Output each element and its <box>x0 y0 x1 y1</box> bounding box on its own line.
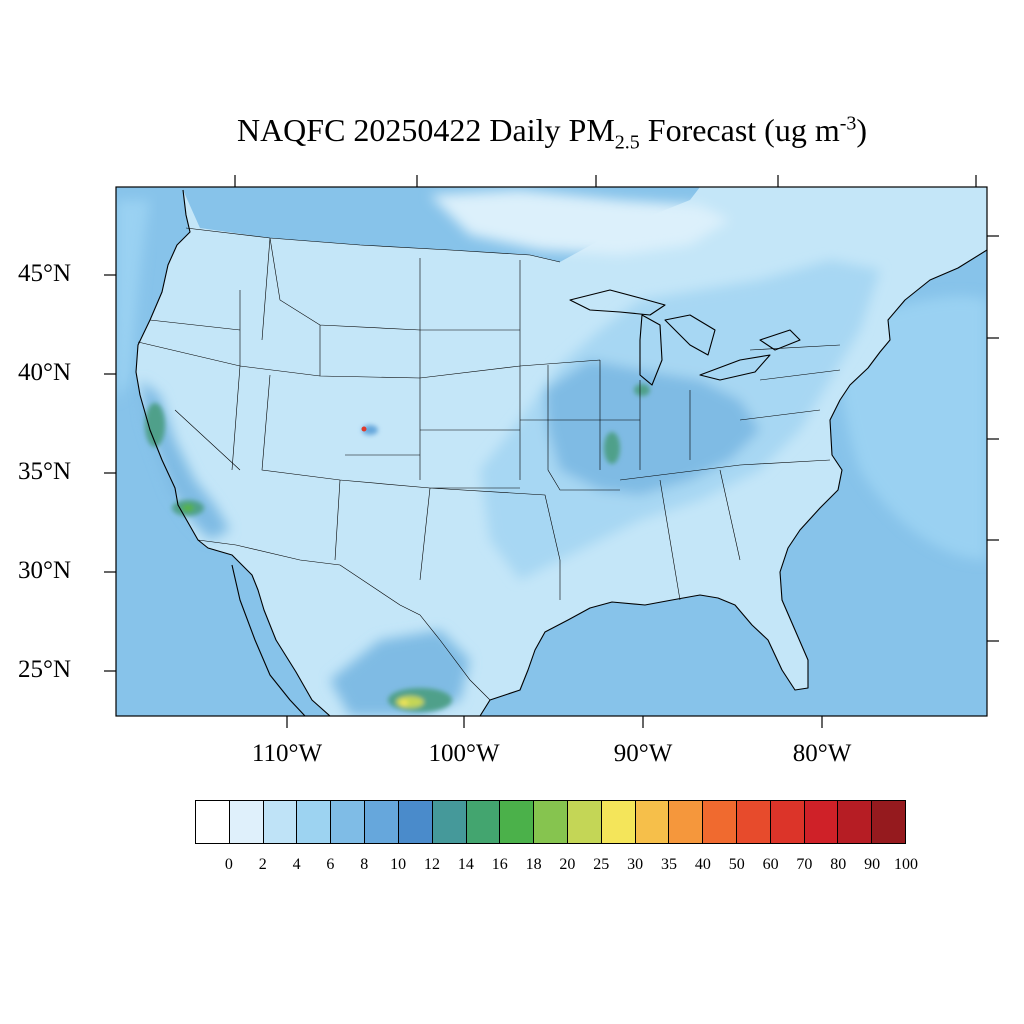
hotspots <box>145 384 650 712</box>
coastline <box>135 189 987 716</box>
lon-label-90w: 90°W <box>613 740 673 767</box>
colorbar-swatch <box>331 801 366 843</box>
colorbar-tick-label: 35 <box>661 856 677 873</box>
colorbar-tick-label: 2 <box>258 856 267 873</box>
state-lines <box>137 237 841 601</box>
hotspot-mexico-core <box>396 696 424 708</box>
colorbar-swatch <box>703 801 737 843</box>
colorbar-swatch <box>534 801 568 843</box>
colorbar-swatch <box>263 801 298 843</box>
colorbar-tick-label: 80 <box>830 856 847 873</box>
lat-label-25: 25°N <box>18 656 72 683</box>
colorbar-swatch <box>601 801 636 843</box>
lat-label-45: 45°N <box>18 260 72 287</box>
colorbar-swatch <box>196 801 230 843</box>
colorbar-swatch <box>398 801 433 843</box>
contour-north-clean <box>430 190 730 255</box>
colorbar-swatch <box>229 801 264 843</box>
colorbar-tick-label: 25 <box>593 856 610 873</box>
colorbar-swatch <box>365 801 399 843</box>
hotspot-central-valley <box>145 403 165 447</box>
map-title: NAQFC 20250422 Daily PM2.5 Forecast (ug … <box>236 112 868 154</box>
colorbar-swatch <box>737 801 771 843</box>
colorbar-tick-label: 10 <box>390 856 407 873</box>
hotspot-chicago <box>634 384 650 396</box>
colorbar-tick-label: 70 <box>796 856 813 873</box>
coastline-and-borders <box>135 189 987 716</box>
great-lakes <box>569 289 801 386</box>
colorbar-tick-label: 4 <box>292 856 301 873</box>
colorbar-tick-label: 16 <box>491 856 508 873</box>
colorbar-tick-label: 12 <box>424 856 440 873</box>
colorbar-tick-label: 8 <box>360 856 369 873</box>
contour-midwest-high <box>545 360 760 495</box>
map-field <box>116 187 987 716</box>
hotspot-mexico-peak <box>400 700 408 706</box>
us-mexico-border <box>197 539 491 701</box>
tick-marks <box>104 175 999 728</box>
colorbar-tick-label: 40 <box>694 856 711 873</box>
colorbar-tick-label: 6 <box>326 856 335 873</box>
colorbar-swatch <box>838 801 873 843</box>
colorbar-swatch <box>432 801 467 843</box>
baja-coastline <box>231 564 306 716</box>
pacific-offshore-fill <box>116 200 150 400</box>
lat-label-30: 30°N <box>18 557 72 584</box>
lon-label-80w: 80°W <box>792 740 852 767</box>
colorbar-swatch <box>770 801 805 843</box>
colorbar-tick-label: 18 <box>525 856 542 873</box>
lon-label-110w: 110°W <box>251 740 323 767</box>
colorbar-swatch <box>466 801 501 843</box>
colorbar-swatch <box>804 801 839 843</box>
state-borders <box>137 227 841 701</box>
colorbar <box>195 800 906 844</box>
lon-label-100w: 100°W <box>428 740 500 767</box>
colorbar-swatch <box>872 801 906 843</box>
colorbar-swatch <box>669 801 704 843</box>
colorbar-swatch <box>500 801 535 843</box>
us-canada-border <box>185 227 561 263</box>
hotspot-colorado-peak <box>361 426 367 432</box>
colorbar-swatch <box>567 801 602 843</box>
hotspot-illinois <box>604 432 620 464</box>
colorbar-tick-label: 14 <box>457 856 474 873</box>
colorbar-tick-label: 20 <box>559 856 576 873</box>
hotspot-los-angeles-core <box>182 504 194 512</box>
colorbar-tick-label: 50 <box>728 856 745 873</box>
lat-label-40: 40°N <box>18 359 72 386</box>
colorbar-tick-label: 0 <box>224 856 233 873</box>
lat-label-35: 35°N <box>18 458 72 485</box>
colorbar-swatch <box>635 801 670 843</box>
colorbar-tick-label: 30 <box>627 856 644 873</box>
colorbar-tick-label: 90 <box>864 856 881 873</box>
colorbar-swatch <box>297 801 332 843</box>
map-frame <box>115 186 988 717</box>
colorbar-tick-label: 60 <box>762 856 779 873</box>
colorbar-tick-label: 100 <box>894 856 918 873</box>
